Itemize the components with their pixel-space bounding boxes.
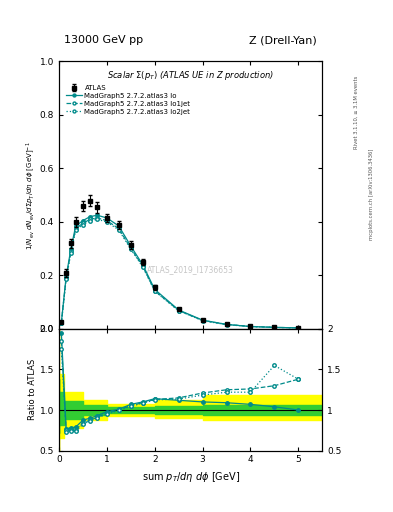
MadGraph5 2.7.2.atlas3 lo2jet: [152, 288, 157, 294]
Text: Z (Drell-Yan): Z (Drell-Yan): [249, 35, 317, 46]
MadGraph5 2.7.2.atlas3 lo1jet: [64, 275, 68, 281]
MadGraph5 2.7.2.atlas3 lo2jet: [272, 324, 277, 330]
MadGraph5 2.7.2.atlas3 lo: [248, 324, 253, 330]
MadGraph5 2.7.2.atlas3 lo1jet: [68, 248, 73, 254]
MadGraph5 2.7.2.atlas3 lo: [64, 274, 68, 280]
MadGraph5 2.7.2.atlas3 lo2jet: [116, 227, 121, 233]
MadGraph5 2.7.2.atlas3 lo: [224, 322, 229, 328]
MadGraph5 2.7.2.atlas3 lo1jet: [59, 319, 64, 326]
MadGraph5 2.7.2.atlas3 lo1jet: [140, 263, 145, 269]
MadGraph5 2.7.2.atlas3 lo1jet: [95, 215, 99, 221]
MadGraph5 2.7.2.atlas3 lo: [95, 212, 99, 218]
Y-axis label: Ratio to ATLAS: Ratio to ATLAS: [28, 359, 37, 420]
MadGraph5 2.7.2.atlas3 lo: [152, 286, 157, 292]
MadGraph5 2.7.2.atlas3 lo: [105, 215, 109, 221]
Legend: ATLAS, MadGraph5 2.7.2.atlas3 lo, MadGraph5 2.7.2.atlas3 lo1jet, MadGraph5 2.7.2: ATLAS, MadGraph5 2.7.2.atlas3 lo, MadGra…: [65, 83, 192, 116]
X-axis label: sum $p_T/d\eta\ d\phi$ [GeV]: sum $p_T/d\eta\ d\phi$ [GeV]: [141, 470, 240, 484]
MadGraph5 2.7.2.atlas3 lo: [140, 262, 145, 268]
Text: Rivet 3.1.10, ≥ 3.1M events: Rivet 3.1.10, ≥ 3.1M events: [354, 76, 359, 150]
MadGraph5 2.7.2.atlas3 lo1jet: [224, 322, 229, 328]
MadGraph5 2.7.2.atlas3 lo: [73, 223, 78, 229]
MadGraph5 2.7.2.atlas3 lo1jet: [88, 216, 92, 222]
MadGraph5 2.7.2.atlas3 lo2jet: [105, 219, 109, 225]
MadGraph5 2.7.2.atlas3 lo2jet: [73, 227, 78, 233]
MadGraph5 2.7.2.atlas3 lo2jet: [224, 322, 229, 328]
MadGraph5 2.7.2.atlas3 lo1jet: [176, 307, 181, 313]
MadGraph5 2.7.2.atlas3 lo2jet: [81, 222, 85, 228]
MadGraph5 2.7.2.atlas3 lo1jet: [248, 324, 253, 330]
MadGraph5 2.7.2.atlas3 lo1jet: [129, 245, 133, 251]
Text: Scalar $\Sigma(p_T)$ (ATLAS UE in Z production): Scalar $\Sigma(p_T)$ (ATLAS UE in Z prod…: [107, 70, 274, 82]
MadGraph5 2.7.2.atlas3 lo2jet: [95, 216, 99, 222]
Line: MadGraph5 2.7.2.atlas3 lo: MadGraph5 2.7.2.atlas3 lo: [60, 214, 300, 330]
MadGraph5 2.7.2.atlas3 lo: [68, 246, 73, 252]
MadGraph5 2.7.2.atlas3 lo: [59, 319, 64, 326]
Line: MadGraph5 2.7.2.atlas3 lo1jet: MadGraph5 2.7.2.atlas3 lo1jet: [60, 216, 300, 330]
MadGraph5 2.7.2.atlas3 lo: [81, 218, 85, 224]
MadGraph5 2.7.2.atlas3 lo: [200, 317, 205, 323]
MadGraph5 2.7.2.atlas3 lo2jet: [140, 264, 145, 270]
MadGraph5 2.7.2.atlas3 lo1jet: [73, 226, 78, 232]
Text: ATLAS_2019_I1736653: ATLAS_2019_I1736653: [147, 266, 234, 274]
MadGraph5 2.7.2.atlas3 lo1jet: [152, 288, 157, 294]
MadGraph5 2.7.2.atlas3 lo: [88, 214, 92, 220]
MadGraph5 2.7.2.atlas3 lo2jet: [296, 325, 301, 331]
MadGraph5 2.7.2.atlas3 lo1jet: [81, 220, 85, 226]
Text: 13000 GeV pp: 13000 GeV pp: [64, 35, 143, 46]
MadGraph5 2.7.2.atlas3 lo1jet: [200, 317, 205, 324]
MadGraph5 2.7.2.atlas3 lo1jet: [296, 325, 301, 331]
MadGraph5 2.7.2.atlas3 lo: [296, 325, 301, 331]
MadGraph5 2.7.2.atlas3 lo: [129, 243, 133, 249]
MadGraph5 2.7.2.atlas3 lo2jet: [248, 324, 253, 330]
MadGraph5 2.7.2.atlas3 lo: [116, 223, 121, 229]
MadGraph5 2.7.2.atlas3 lo1jet: [116, 226, 121, 232]
MadGraph5 2.7.2.atlas3 lo: [176, 307, 181, 313]
MadGraph5 2.7.2.atlas3 lo2jet: [176, 308, 181, 314]
MadGraph5 2.7.2.atlas3 lo2jet: [68, 250, 73, 256]
Y-axis label: $1/N_\mathrm{ev}\ dN_\mathrm{ev}/d\Sigma p_T/d\eta\ d\phi\ [\mathrm{GeV}]^{-1}$: $1/N_\mathrm{ev}\ dN_\mathrm{ev}/d\Sigma…: [24, 141, 37, 249]
MadGraph5 2.7.2.atlas3 lo2jet: [200, 317, 205, 324]
MadGraph5 2.7.2.atlas3 lo2jet: [88, 218, 92, 224]
MadGraph5 2.7.2.atlas3 lo1jet: [272, 324, 277, 330]
MadGraph5 2.7.2.atlas3 lo2jet: [59, 320, 64, 326]
Line: MadGraph5 2.7.2.atlas3 lo2jet: MadGraph5 2.7.2.atlas3 lo2jet: [60, 218, 300, 330]
MadGraph5 2.7.2.atlas3 lo2jet: [64, 276, 68, 283]
MadGraph5 2.7.2.atlas3 lo2jet: [129, 246, 133, 252]
Text: mcplots.cern.ch [arXiv:1306.3436]: mcplots.cern.ch [arXiv:1306.3436]: [369, 149, 375, 240]
MadGraph5 2.7.2.atlas3 lo: [272, 324, 277, 330]
MadGraph5 2.7.2.atlas3 lo1jet: [105, 218, 109, 224]
